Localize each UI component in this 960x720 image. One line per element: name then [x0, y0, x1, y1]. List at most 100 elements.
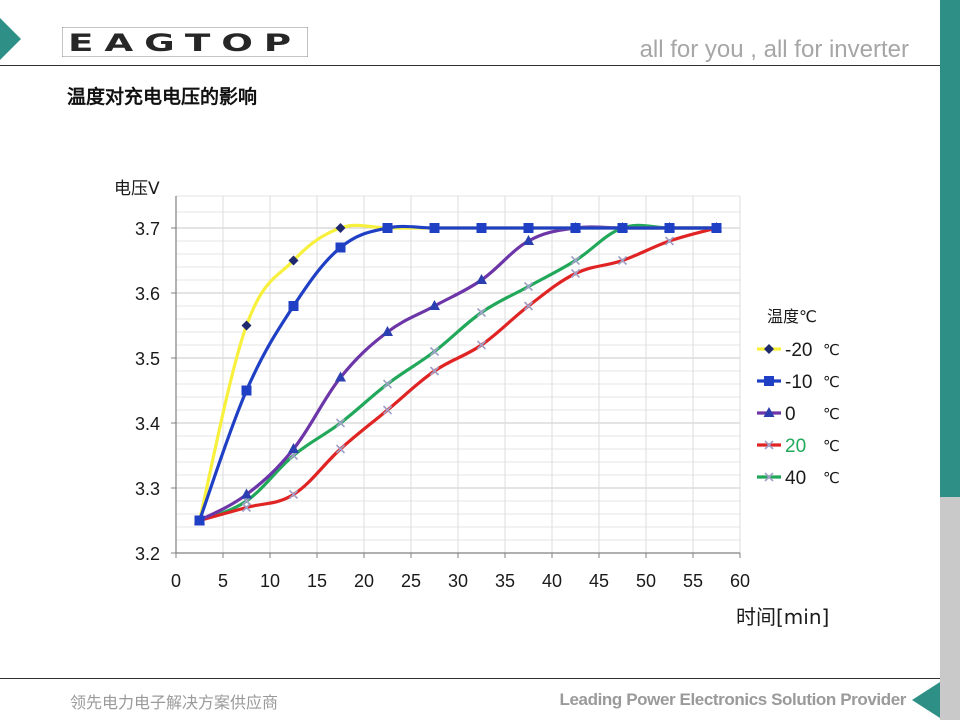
- data-point-x-stroke: [382, 379, 393, 389]
- data-point-x: [523, 281, 534, 292]
- data-point-x: [335, 418, 346, 428]
- legend-label: 0: [785, 404, 796, 425]
- data-point-x-stroke: [429, 346, 440, 357]
- data-point-x-stroke: [617, 255, 628, 266]
- legend-item--10: -10 ℃: [757, 372, 840, 393]
- data-point-x-stroke: [570, 255, 581, 266]
- data-point-x: [764, 440, 774, 450]
- legend-unit: ℃: [823, 341, 840, 359]
- x-tick-label: 35: [495, 571, 515, 591]
- data-point-square: [429, 223, 440, 233]
- footer-divider: [0, 678, 940, 679]
- slide-title: 温度对充电电压的影响: [67, 86, 258, 108]
- y-tick-label: 3.2: [135, 544, 160, 564]
- data-point-x-stroke: [764, 472, 774, 482]
- data-point-diamond: [764, 344, 774, 354]
- legend-title: 温度℃: [767, 307, 817, 326]
- x-axis-title: 时间[min]: [736, 605, 829, 629]
- legend-label: 20: [785, 436, 806, 457]
- x-tick-label: 20: [354, 571, 374, 591]
- data-point-x: [382, 405, 393, 415]
- legend-label: -10: [785, 372, 812, 393]
- data-point-x-stroke: [382, 405, 393, 415]
- data-point-x: [476, 340, 487, 350]
- y-axis-title: 电压V: [114, 179, 160, 199]
- data-point-x-stroke: [335, 444, 346, 454]
- right-accent-bar: [940, 0, 960, 497]
- legend-unit: ℃: [823, 437, 840, 455]
- x-tick-label: 0: [171, 571, 181, 591]
- data-point-x-stroke: [523, 301, 534, 311]
- data-point-x-stroke: [241, 502, 252, 513]
- data-point-square: [617, 223, 628, 233]
- data-point-triangle: [763, 407, 775, 417]
- data-point-triangle: [288, 443, 299, 453]
- data-point-triangle: [382, 326, 393, 336]
- data-point-square: [664, 223, 675, 233]
- y-tick-label: 3.4: [135, 414, 160, 434]
- x-tick-label: 30: [448, 571, 468, 591]
- data-point-square: [523, 223, 534, 233]
- data-point-square: [711, 223, 722, 233]
- data-point-x-stroke: [476, 307, 487, 318]
- legend-label: -20: [785, 340, 812, 361]
- data-point-x-stroke: [764, 440, 774, 450]
- series--20: [194, 223, 719, 526]
- chart-axes: 3.2 3.3 3.4 3.5 3.6 3.7 0 5 10 15 20 25 30 35 40 45 50 55…: [114, 179, 829, 629]
- data-point-x-stroke: [570, 268, 581, 279]
- x-tick-label: 25: [401, 571, 421, 591]
- data-point-x: [335, 444, 346, 454]
- data-point-diamond: [335, 223, 346, 233]
- charge-voltage-chart: 3.2 3.3 3.4 3.5 3.6 3.7 0 5 10 15 20 25 30 35 40 45 50 55…: [114, 179, 840, 629]
- legend-item-20: 20 ℃: [757, 436, 840, 457]
- series-line-20: [197, 226, 719, 523]
- legend-item-40: 40 ℃: [757, 468, 840, 489]
- y-tick-label: 3.3: [135, 479, 160, 499]
- data-point-x: [617, 255, 628, 266]
- chart-legend: 温度℃ -20 ℃ -10 ℃ 0 ℃ 20 ℃ 40 ℃: [757, 307, 840, 489]
- data-point-x: [523, 301, 534, 311]
- data-point-square: [764, 376, 774, 386]
- x-tick-label: 60: [730, 571, 750, 591]
- x-tick-label: 5: [218, 571, 228, 591]
- data-point-x: [429, 346, 440, 357]
- slogan: all for you , all for inverter: [639, 36, 909, 63]
- x-tick-label: 55: [683, 571, 703, 591]
- data-point-x: [476, 307, 487, 318]
- chart-series: [194, 222, 722, 526]
- x-tick-label: 15: [307, 571, 327, 591]
- data-point-x: [241, 502, 252, 513]
- arrow-right-icon: [0, 18, 21, 60]
- data-point-triangle: [429, 300, 440, 310]
- header-divider: [0, 65, 940, 66]
- data-point-x: [664, 236, 675, 246]
- legend-unit: ℃: [823, 373, 840, 391]
- data-point-x: [570, 255, 581, 266]
- data-point-x-stroke: [288, 489, 299, 500]
- data-point-x-stroke: [523, 281, 534, 292]
- y-tick-label: 3.6: [135, 284, 160, 304]
- data-point-x: [429, 366, 440, 376]
- data-point-diamond: [288, 255, 299, 266]
- data-point-square: [288, 301, 299, 311]
- legend-item-0: 0 ℃: [757, 404, 840, 425]
- data-point-square: [335, 242, 346, 253]
- data-point-x: [288, 489, 299, 500]
- data-point-diamond: [241, 320, 252, 331]
- data-point-x-stroke: [664, 236, 675, 246]
- arrow-left-icon: [912, 682, 940, 718]
- data-point-square: [570, 223, 581, 233]
- data-point-square: [476, 223, 487, 233]
- data-point-triangle: [476, 274, 487, 284]
- x-tick-label: 50: [636, 571, 656, 591]
- footer-company-tagline: 领先电力电子解决方案供应商: [70, 693, 279, 712]
- series--10: [194, 223, 722, 526]
- right-gray-bar: [940, 497, 960, 720]
- data-point-square: [382, 223, 393, 233]
- data-point-x-stroke: [429, 366, 440, 376]
- data-point-x: [764, 472, 774, 482]
- y-tick-label: 3.5: [135, 349, 160, 369]
- footer-english-tagline: Leading Power Electronics Solution Provi…: [559, 690, 907, 709]
- data-point-square: [194, 515, 205, 526]
- x-tick-label: 10: [260, 571, 280, 591]
